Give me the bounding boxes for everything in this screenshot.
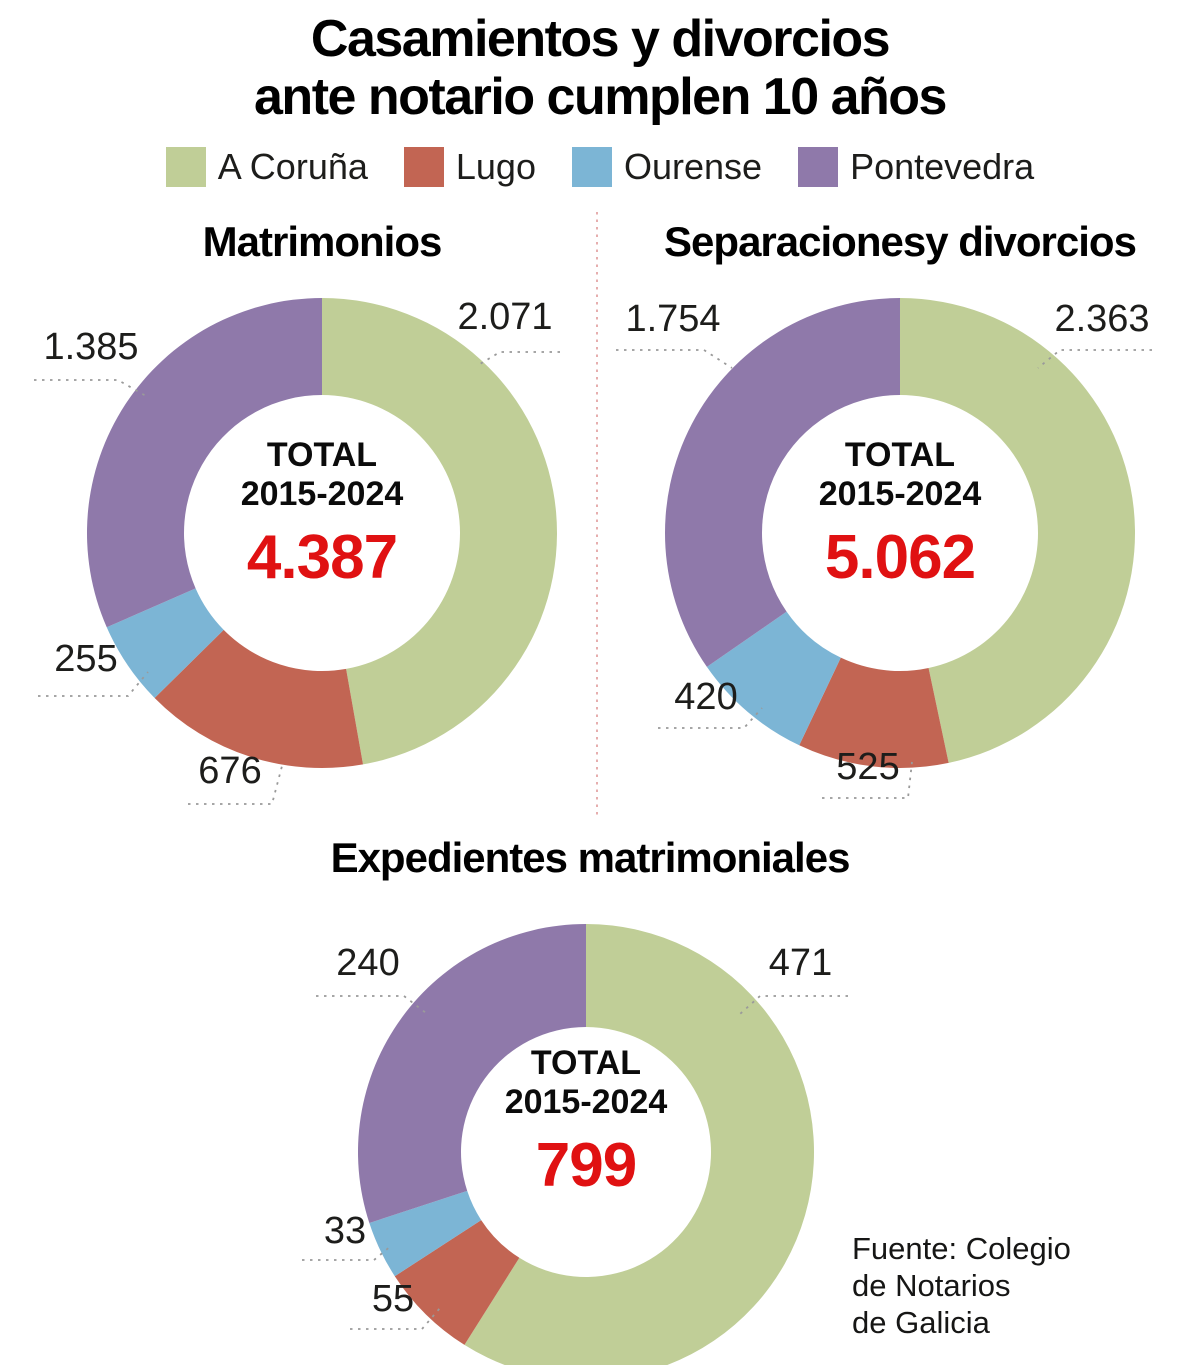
legend: A Coruña Lugo Ourense Pontevedra [0,146,1200,188]
legend-item-pontevedra: Pontevedra [798,146,1034,188]
legend-swatch-ourense [571,147,612,187]
legend-label-a-coruna: A Coruña [217,146,368,187]
value-label-separaciones-lugo: 525 [836,746,900,788]
page-title-line2: ante notario cumplen 10 años [254,68,947,127]
value-label-expedientes-ourense: 33 [323,1210,367,1252]
value-label-expedientes-pontevedra: 240 [336,942,400,984]
donut-expedientes [357,924,814,1365]
legend-swatch-lugo [403,147,444,187]
total-block-expedientes: TOTAL 2015-2024 799 [436,1044,736,1201]
donut-separaciones [665,298,1135,768]
total-value-separaciones: 5.062 [824,523,976,593]
page-title: Casamientos y divorcios ante notario cump… [0,10,1200,126]
total-period: 2015-2024 [818,475,982,514]
value-label-matrimonios-acoruna: 2.071 [457,296,553,338]
legend-item-lugo: Lugo [403,146,536,188]
total-title: TOTAL [844,436,956,474]
donut-slice-a-coruña [900,298,1135,763]
legend-label-pontevedra: Pontevedra [850,146,1035,187]
legend-item-a-coruna: A Coruña [165,146,368,188]
leader-line-separaciones-pontevedra [616,349,733,369]
donut-slice-a-coruña [464,924,814,1365]
donut-slice-pontevedra [665,298,900,667]
donut-matrimonios [87,298,557,768]
total-title: TOTAL [266,436,378,474]
donut-slice-pontevedra [357,924,586,1223]
leader-line-matrimonios-acoruna [479,351,560,365]
legend-item-ourense: Ourense [571,146,763,188]
donut-slice-ourense [706,611,841,746]
donut-slice-lugo [154,629,364,768]
legend-label-ourense: Ourense [623,146,763,187]
donut-slice-a-coruña [322,298,557,765]
leader-line-expedientes-lugo [350,1307,441,1330]
donut-slice-pontevedra [87,298,322,628]
donut-slice-lugo [394,1220,520,1345]
total-value-expedientes: 799 [535,1131,637,1201]
value-label-separaciones-acoruna: 2.363 [1054,298,1150,340]
legend-swatch-a-coruna [165,147,206,187]
total-block-matrimonios: TOTAL 2015-2024 4.387 [172,436,472,593]
chart-title-expedientes: Expedientes matrimoniales [330,834,851,881]
total-value-matrimonios: 4.387 [246,523,398,593]
leader-line-expedientes-pontevedra [316,995,427,1014]
total-block-separaciones: TOTAL 2015-2024 5.062 [750,436,1050,593]
legend-swatch-pontevedra [798,147,839,187]
source-line2: de Notarios [852,1268,1011,1304]
total-period: 2015-2024 [504,1083,668,1122]
leader-line-matrimonios-pontevedra [34,379,147,397]
donut-slice-ourense [369,1190,482,1277]
total-period: 2015-2024 [240,475,404,514]
legend-label-lugo: Lugo [455,146,536,187]
donut-slice-lugo [799,657,949,768]
source-line3: de Galicia [852,1305,990,1341]
page-title-line1: Casamientos y divorcios [310,10,891,68]
value-label-matrimonios-pontevedra: 1.385 [43,326,139,368]
leader-line-matrimonios-ourense [38,671,149,697]
source-credit: Fuente: Colegio de Notarios de Galicia [852,1230,1071,1342]
value-label-expedientes-lugo: 55 [371,1278,415,1320]
value-label-separaciones-pontevedra: 1.754 [625,298,721,340]
value-label-separaciones-ourense: 420 [674,676,738,718]
value-label-matrimonios-ourense: 255 [54,638,118,680]
leader-line-expedientes-ourense [302,1244,393,1261]
chart-title-separaciones: Separacionesy divorcios [664,218,1137,265]
donut-slice-ourense [106,588,224,698]
source-line1: Fuente: Colegio [852,1231,1071,1266]
value-label-expedientes-acoruna: 471 [768,942,833,984]
leader-line-expedientes-acoruna [739,995,848,1015]
total-title: TOTAL [530,1044,642,1082]
value-label-matrimonios-lugo: 676 [198,750,262,792]
chart-title-matrimonios: Matrimonios [202,218,443,265]
